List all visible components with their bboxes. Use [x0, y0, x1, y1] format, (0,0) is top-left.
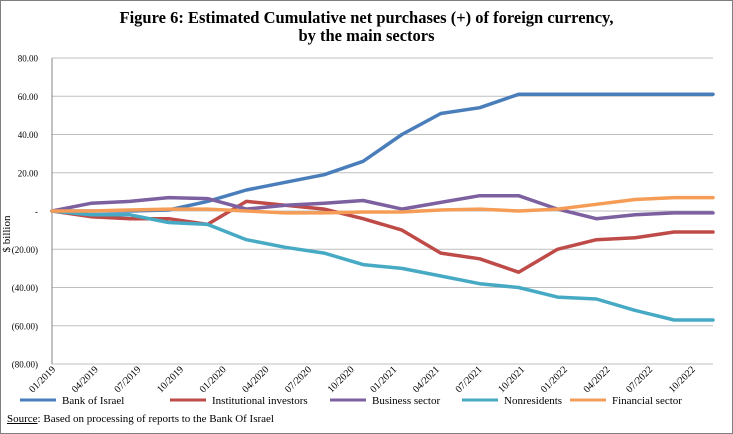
x-tick-labels: 01/2019 04/2019 07/2019 10/2019 01/2020 04/20… [27, 364, 698, 395]
y-tick-label: 60.00 [18, 92, 39, 102]
x-tick-label: 01/2022 [539, 364, 570, 395]
chart-title: Figure 6: Estimated Cumulative net purch… [119, 8, 614, 27]
gridlines [52, 57, 713, 365]
legend-label: Financial sector [612, 395, 682, 407]
x-tick-label: 07/2021 [454, 364, 485, 395]
y-tick-labels: 80.00 60.00 40.00 20.00 - (20.00) (40.00) (60.0… [12, 54, 39, 370]
series-line [50, 92, 715, 213]
x-tick-label: 07/2019 [112, 364, 143, 395]
y-tick-label: (20.00) [12, 245, 38, 255]
x-tick-label: 01/2020 [198, 364, 229, 395]
x-tick-label: 04/2021 [411, 364, 442, 395]
x-tick-label: 01/2021 [368, 364, 399, 395]
y-tick-label: (60.00) [12, 321, 38, 331]
legend-label: Business sector [372, 395, 440, 407]
legend-label: Bank of Israel [62, 395, 124, 407]
x-tick-label: 07/2022 [624, 364, 655, 395]
y-tick-label: 80.00 [18, 54, 39, 64]
y-tick-label: (80.00) [12, 360, 38, 370]
chart-subtitle: by the main sectors [298, 26, 435, 45]
legend-label: Nonresidents [504, 395, 562, 407]
x-tick-label: 10/2020 [326, 364, 357, 395]
series-line [50, 199, 715, 274]
legend-label: Institutional investors [212, 395, 308, 407]
x-tick-label: 04/2020 [240, 364, 271, 395]
x-tick-label: 07/2020 [283, 364, 314, 395]
y-tick-label: - [35, 207, 38, 217]
series-line [50, 193, 715, 221]
x-tick-label: 04/2022 [582, 364, 613, 395]
y-tick-label: (40.00) [12, 283, 38, 293]
x-tick-label: 10/2021 [496, 364, 527, 395]
series-line [50, 209, 715, 322]
source-note: Source: Based on processing of reports t… [7, 413, 274, 425]
series-lines [50, 92, 715, 322]
series-line [50, 195, 715, 215]
y-tick-label: 20.00 [18, 168, 39, 178]
source-text: : Based on processing of reports to the … [37, 413, 274, 425]
legend: Bank of Israel Institutional investors Bus… [20, 395, 682, 407]
x-tick-label: 04/2019 [70, 364, 101, 395]
chart-title-block: Figure 6: Estimated Cumulative net purch… [0, 9, 733, 45]
y-tick-label: 40.00 [18, 130, 39, 140]
x-tick-label: 10/2019 [155, 364, 186, 395]
y-axis-label: $ billion [1, 215, 13, 252]
x-tick-label: 10/2022 [667, 364, 698, 395]
source-label: Source [7, 413, 38, 425]
